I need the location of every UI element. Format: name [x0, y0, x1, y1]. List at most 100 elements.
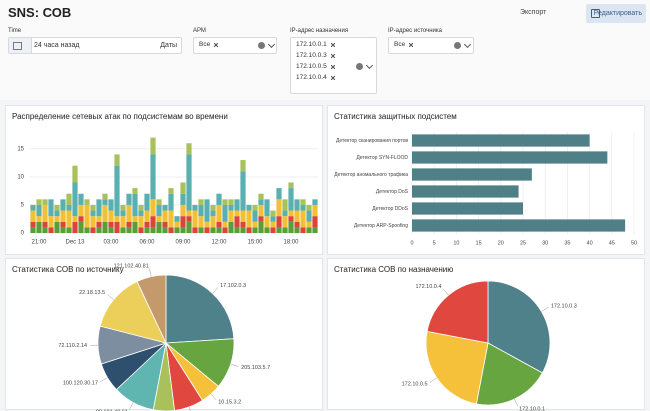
bar-segment [210, 211, 215, 217]
bar-segment [282, 227, 287, 233]
edit-button[interactable]: Редактировать [586, 4, 646, 23]
bar-segment [222, 205, 227, 222]
bar-segment [60, 199, 65, 210]
chip[interactable]: Все [199, 41, 218, 48]
bar-segment [108, 211, 113, 222]
bar-segment [60, 227, 65, 233]
x-tick-label: 12:00 [211, 240, 227, 246]
bar-segment [294, 211, 299, 222]
bar-segment [312, 205, 317, 216]
y-tick-label: Детектор ARP-Spoofing [354, 223, 408, 229]
bar-segment [144, 227, 149, 233]
chevron[interactable] [464, 41, 471, 48]
bar-segment [186, 154, 191, 210]
bar-segment [216, 205, 221, 222]
slice-label: 205.103.5.7 [241, 365, 270, 371]
select[interactable]: 172.10.0.1 172.10.0.3 172.10.0.5 172.10.0.4 [290, 37, 377, 94]
bar-segment [114, 166, 119, 217]
chip[interactable]: 172.10.0.1 [296, 41, 335, 48]
time-input[interactable]: 24 часа назад Даты [8, 37, 182, 54]
x-tick-label: 03:00 [103, 240, 119, 246]
bar-segment [42, 227, 47, 233]
bar-segment [186, 216, 191, 222]
bar-segment [36, 222, 41, 233]
bar [412, 219, 625, 231]
bar-segment [96, 216, 101, 222]
bar-segment [84, 205, 89, 227]
bar-segment [138, 211, 143, 217]
bar-segment [192, 205, 197, 211]
bar-segment [144, 211, 149, 222]
bar-segment [150, 154, 155, 199]
bar-segment [234, 211, 239, 217]
bar-segment [276, 227, 281, 233]
leader-line [149, 269, 151, 277]
bar-segment [102, 199, 107, 205]
bar-segment [312, 227, 317, 233]
export-button[interactable]: Экспорт [520, 9, 546, 16]
bar-segment [222, 227, 227, 233]
slice-label: 72.110.2.14 [58, 343, 87, 349]
bar-segment [54, 205, 59, 211]
bar-segment [174, 222, 179, 228]
chart-title: Статистика СОВ по источнику [12, 265, 124, 274]
chip[interactable]: Все [394, 41, 413, 48]
chip[interactable]: 172.10.0.5 [296, 63, 335, 70]
bar-segment [54, 222, 59, 233]
bar-segment [276, 188, 281, 199]
bar-segment [30, 211, 35, 222]
bar-segment [264, 227, 269, 233]
x-tick-label: 15 [476, 240, 482, 246]
bar-segment [276, 199, 281, 216]
chevron[interactable] [366, 62, 373, 69]
bar-segment [30, 227, 35, 233]
bar-segment [102, 205, 107, 222]
bar-segment [132, 194, 137, 216]
bar-segment [240, 160, 245, 171]
bar-segment [216, 194, 221, 205]
bar-segment [240, 211, 245, 222]
clear-icon[interactable] [258, 42, 265, 49]
bar-segment [234, 227, 239, 233]
bar-segment [30, 222, 35, 228]
slice-label: 17.102.0.3 [220, 283, 246, 289]
bar-segment [66, 194, 71, 205]
clear-icon[interactable] [356, 63, 363, 70]
bar-segment [270, 222, 275, 228]
bar-segment [162, 222, 167, 228]
clear-icon[interactable] [454, 42, 461, 49]
bar-segment [210, 227, 215, 233]
bar-segment [54, 216, 59, 222]
bar-segment [276, 216, 281, 227]
bar-segment [300, 227, 305, 233]
dates-button[interactable]: Даты [160, 42, 177, 49]
bar-segment [150, 138, 155, 155]
leader-line [541, 307, 548, 311]
bar-segment [138, 216, 143, 227]
chip[interactable]: 172.10.0.4 [296, 74, 335, 81]
x-tick-label: 30 [542, 240, 548, 246]
bar-segment [198, 227, 203, 233]
y-tick-label: 0 [21, 231, 25, 237]
bar-segment [252, 205, 257, 211]
chevron[interactable] [268, 41, 275, 48]
slice-label: 121.102.40.81 [114, 263, 149, 269]
x-tick-label: 18:00 [283, 240, 299, 246]
bar-segment [270, 216, 275, 222]
bar-segment [114, 222, 119, 233]
bar-segment [138, 205, 143, 211]
bar-segment [294, 227, 299, 233]
panel: Статистика СОВ по источнику 17.102.0.3 205… [5, 258, 323, 410]
bar-segment [132, 216, 137, 222]
select[interactable]: Все [388, 37, 474, 54]
chip[interactable]: 172.10.0.3 [296, 52, 335, 59]
bar [412, 185, 519, 197]
select[interactable]: Все [193, 37, 277, 54]
chart-title: Статистика защитных подсистем [334, 112, 457, 121]
bar-segment [294, 199, 299, 210]
panel: Распределение сетевых атак по подсистема… [5, 105, 323, 255]
bar-segment [90, 211, 95, 217]
leader-line [443, 289, 448, 295]
